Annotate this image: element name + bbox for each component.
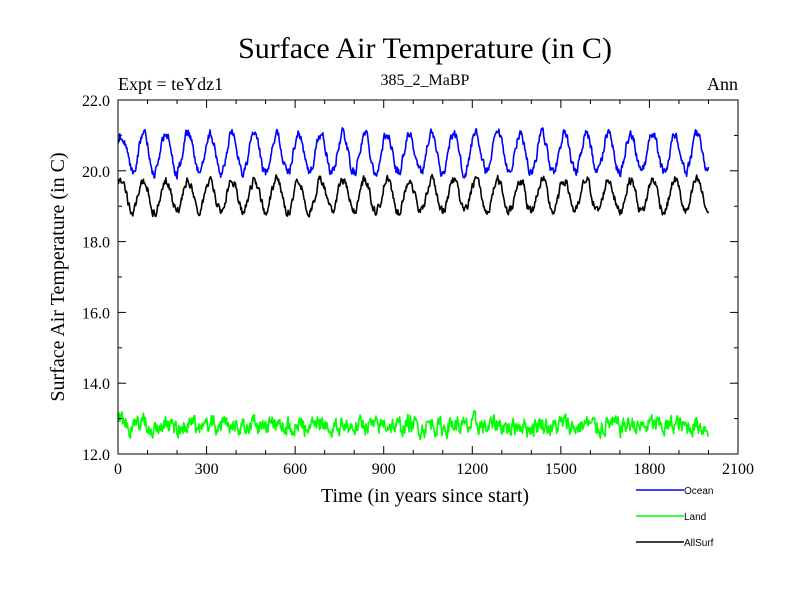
legend-label-ocean: Ocean — [684, 486, 713, 497]
chart-subtitle: 385_2_MaBP — [381, 72, 470, 89]
legend: Ocean Land AllSurf — [636, 486, 714, 549]
y-tick-label: 20.0 — [82, 164, 110, 181]
x-tick-label: 2100 — [722, 461, 754, 478]
x-tick-label: 1800 — [633, 461, 665, 478]
series-line-land — [117, 409, 710, 441]
y-tick-label: 12.0 — [82, 447, 110, 464]
x-tick-label: 300 — [195, 461, 219, 478]
season-label: Ann — [707, 74, 738, 94]
x-tick-label: 0 — [114, 461, 122, 478]
legend-label-allsurf: AllSurf — [684, 538, 714, 549]
chart-title: Surface Air Temperature (in C) — [238, 32, 612, 65]
series-layer — [117, 127, 710, 441]
x-tick-label: 1500 — [545, 461, 577, 478]
legend-label-land: Land — [684, 512, 706, 523]
y-tick-label: 22.0 — [82, 93, 110, 110]
plot-frame — [117, 99, 739, 455]
x-axis-label: Time (in years since start) — [321, 485, 529, 507]
experiment-label: Expt = teYdz1 — [118, 74, 223, 94]
y-tick-label: 18.0 — [82, 235, 110, 252]
y-tick-label: 16.0 — [82, 305, 110, 322]
axes-layer: 0 300 600 900 1200 1500 1800 2100 12.0 14.0 16.0 18… — [82, 93, 754, 478]
y-tick-label: 14.0 — [82, 376, 110, 393]
x-tick-label: 1200 — [456, 461, 488, 478]
series-line-allsurf — [117, 173, 710, 218]
y-axis-label: Surface Air Temperature (in C) — [47, 152, 69, 401]
x-tick-label: 600 — [283, 461, 307, 478]
series-line-ocean — [117, 127, 710, 180]
x-tick-label: 900 — [372, 461, 396, 478]
